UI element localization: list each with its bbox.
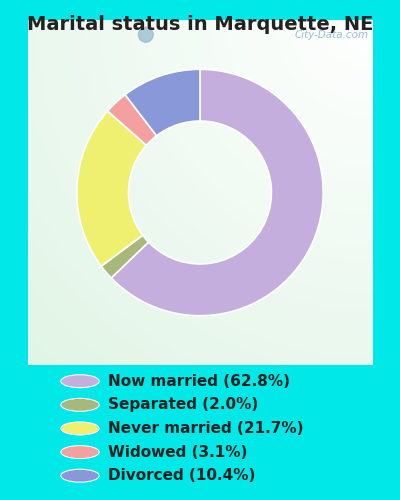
Wedge shape [108, 94, 156, 145]
Circle shape [61, 398, 99, 411]
Text: Separated (2.0%): Separated (2.0%) [108, 398, 258, 412]
Text: Never married (21.7%): Never married (21.7%) [108, 421, 304, 436]
Text: Divorced (10.4%): Divorced (10.4%) [108, 468, 255, 483]
Text: Widowed (3.1%): Widowed (3.1%) [108, 444, 247, 460]
Circle shape [61, 422, 99, 435]
Wedge shape [125, 70, 200, 136]
Circle shape [61, 374, 99, 388]
Wedge shape [111, 70, 323, 316]
Wedge shape [77, 111, 146, 266]
Circle shape [138, 28, 153, 42]
Text: City-Data.com: City-Data.com [295, 30, 369, 40]
Circle shape [61, 469, 99, 482]
Circle shape [61, 446, 99, 458]
Text: Marital status in Marquette, NE: Marital status in Marquette, NE [27, 15, 373, 34]
Wedge shape [101, 235, 148, 278]
Text: Now married (62.8%): Now married (62.8%) [108, 374, 290, 388]
